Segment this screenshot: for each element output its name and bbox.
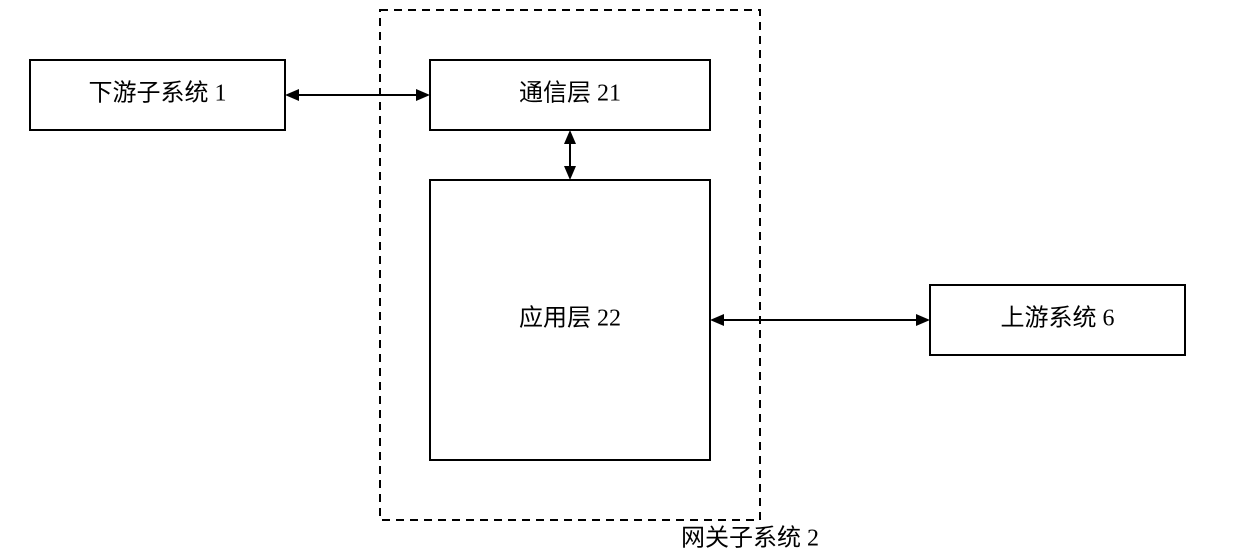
edge-comm_layer-app_layer-head	[564, 130, 576, 144]
edge-app_layer-upstream-head	[916, 314, 930, 326]
downstream-subsystem-box-label: 下游子系统 1	[89, 80, 227, 107]
edge-comm_layer-app_layer-head	[564, 166, 576, 180]
application-layer-box-label: 应用层 22	[519, 305, 621, 332]
edge-app_layer-upstream-head	[710, 314, 724, 326]
edge-downstream-comm_layer-head	[285, 89, 299, 101]
edge-downstream-comm_layer-head	[416, 89, 430, 101]
gateway-container-label: 网关子系统 2	[681, 525, 819, 549]
communication-layer-box-label: 通信层 21	[519, 80, 621, 107]
upstream-system-box-label: 上游系统 6	[1001, 305, 1115, 332]
